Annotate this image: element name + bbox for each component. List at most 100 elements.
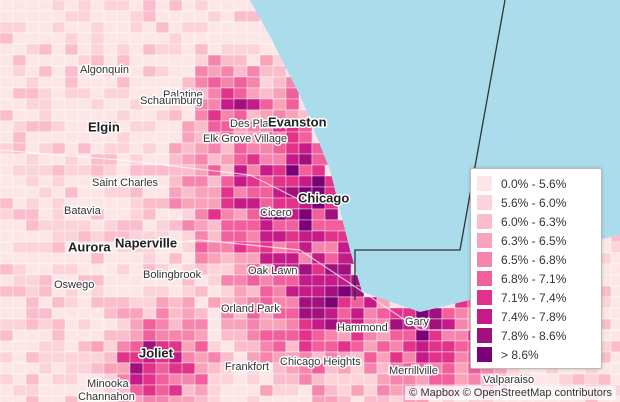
legend-swatch [477, 214, 492, 229]
tract [12, 340, 27, 353]
tract [324, 252, 339, 265]
tract [181, 252, 196, 265]
tract [38, 362, 53, 375]
tract [207, 285, 222, 298]
tract [259, 87, 274, 100]
tract [298, 318, 313, 331]
tract [12, 274, 27, 287]
tract [142, 373, 157, 386]
tract [0, 362, 14, 375]
place-label: Minooka [87, 378, 129, 390]
tract [168, 153, 183, 166]
tract [220, 153, 235, 166]
legend-item: 6.0% - 6.3% [471, 212, 601, 231]
tract [155, 219, 170, 232]
tract [12, 197, 27, 210]
tract [272, 98, 287, 111]
tract [246, 373, 261, 386]
tract [194, 241, 209, 254]
tract [0, 131, 14, 144]
tract [168, 32, 183, 45]
tract [194, 340, 209, 353]
tract [389, 384, 404, 397]
tract [415, 329, 430, 342]
legend-swatch [477, 233, 492, 248]
tract [324, 274, 339, 287]
tract [402, 351, 417, 364]
tract [285, 285, 300, 298]
tract [246, 208, 261, 221]
tract [181, 164, 196, 177]
place-label: Gary [405, 316, 429, 328]
tract [194, 307, 209, 320]
tract [129, 21, 144, 34]
tract [77, 21, 92, 34]
tract [155, 164, 170, 177]
attribution[interactable]: © Mapbox © OpenStreetMap contributors [405, 386, 616, 400]
tract [155, 21, 170, 34]
tract [311, 285, 326, 298]
tract [285, 98, 300, 111]
tract [142, 120, 157, 133]
tract [64, 120, 79, 133]
tract [181, 351, 196, 364]
tract [220, 373, 235, 386]
tract [0, 329, 14, 342]
tract [207, 307, 222, 320]
place-label: Joliet [139, 345, 174, 360]
tract [116, 329, 131, 342]
tract [207, 329, 222, 342]
tract [77, 351, 92, 364]
tract [155, 142, 170, 155]
tract [25, 362, 40, 375]
tract [12, 318, 27, 331]
tract [298, 131, 313, 144]
tract [116, 340, 131, 353]
legend-item: > 8.6% [471, 345, 601, 364]
tract [25, 395, 40, 402]
tract [155, 32, 170, 45]
tract [194, 384, 209, 397]
tract [441, 351, 456, 364]
tract [25, 54, 40, 67]
tract [233, 384, 248, 397]
tract [142, 395, 157, 402]
place-label: Valparaiso [483, 374, 534, 386]
tract [220, 98, 235, 111]
tract [233, 186, 248, 199]
tract [298, 285, 313, 298]
tract [194, 362, 209, 375]
tract [64, 164, 79, 177]
tract [38, 0, 53, 12]
tract [116, 43, 131, 56]
tract [25, 340, 40, 353]
tract [77, 43, 92, 56]
tract [389, 329, 404, 342]
tract [298, 252, 313, 265]
tract [194, 21, 209, 34]
tract [194, 0, 209, 12]
tract [0, 142, 14, 155]
tract [12, 164, 27, 177]
tract [311, 329, 326, 342]
legend-label: 5.6% - 6.0% [501, 195, 567, 210]
legend-swatch [477, 290, 492, 305]
tract [129, 274, 144, 287]
tract [259, 43, 274, 56]
tract [428, 318, 443, 331]
tract [272, 175, 287, 188]
state-border [354, 0, 506, 300]
place-label: Aurora [68, 239, 111, 254]
tract [77, 175, 92, 188]
tract [376, 384, 391, 397]
tract [51, 21, 66, 34]
tract [285, 175, 300, 188]
tract [207, 351, 222, 364]
tract [0, 241, 14, 254]
tract [207, 21, 222, 34]
tract [0, 208, 14, 221]
tract [285, 131, 300, 144]
tract [0, 43, 14, 56]
tract [363, 351, 378, 364]
